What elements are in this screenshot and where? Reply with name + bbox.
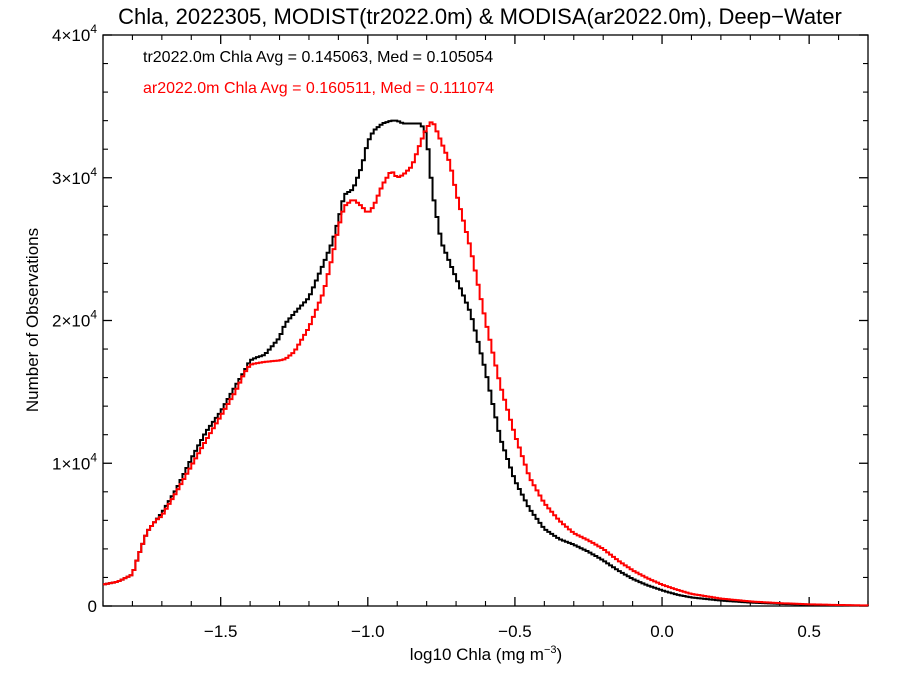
series-line-0: [103, 119, 869, 607]
x-tick-label: 0.0: [650, 622, 674, 641]
axis-ticks: [102, 34, 869, 607]
stats-annotation: tr2022.0m Chla Avg = 0.145063, Med = 0.1…: [143, 49, 493, 66]
series-line-1: [103, 121, 869, 607]
y-tick-label: 1×104: [52, 450, 97, 473]
x-tick-label: −0.5: [498, 622, 532, 641]
x-tick-label: −1.5: [204, 622, 238, 641]
series-lines: [103, 119, 869, 607]
x-axis-label: log10 Chla (mg m−3): [410, 644, 562, 664]
stats-annotations: tr2022.0m Chla Avg = 0.145063, Med = 0.1…: [143, 49, 494, 97]
y-tick-labels: 0 1×104 2×104 3×104 4×104: [52, 22, 97, 616]
y-tick-label: 3×104: [52, 165, 97, 188]
y-tick-label: 0: [88, 597, 97, 616]
chart-title: Chla, 2022305, MODIST(tr2022.0m) & MODIS…: [118, 4, 842, 29]
stats-annotation: ar2022.0m Chla Avg = 0.160511, Med = 0.1…: [143, 80, 494, 97]
x-tick-label: 0.5: [797, 622, 821, 641]
y-tick-label: 4×104: [52, 22, 97, 45]
y-tick-label: 2×104: [52, 308, 97, 331]
y-axis-label: Number of Observations: [23, 228, 42, 412]
x-tick-labels: −1.5 −1.0 −0.5 0.0 0.5: [204, 622, 821, 641]
x-tick-label: −1.0: [351, 622, 385, 641]
